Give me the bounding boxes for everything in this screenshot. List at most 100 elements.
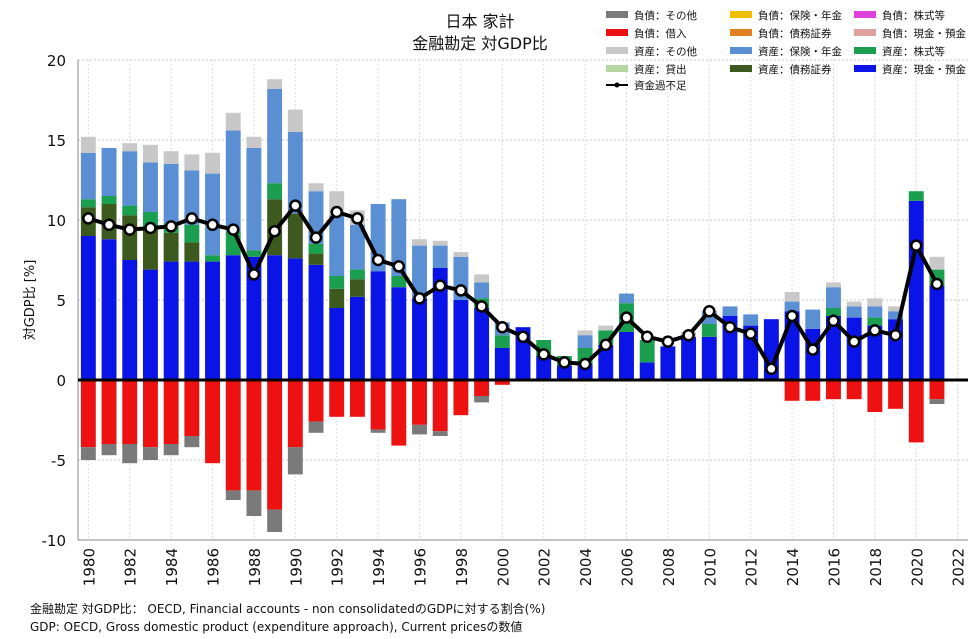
- bar-segment: [184, 242, 200, 262]
- y-tick-label: -5: [51, 452, 66, 470]
- bar-segment: [80, 236, 96, 380]
- bar-segment: [743, 314, 759, 326]
- x-tick-label: 1994: [370, 548, 388, 586]
- bar-segment: [308, 253, 324, 265]
- bar-segment: [101, 239, 117, 380]
- line-point: [640, 330, 654, 344]
- bar-segment: [453, 380, 469, 416]
- legend-label: 資産：保険・年金: [758, 45, 842, 58]
- y-axis-label: 対GDP比 [%]: [23, 260, 38, 341]
- bar-segment: [412, 380, 427, 425]
- bar-segment: [308, 183, 324, 192]
- bar-segment: [598, 344, 614, 380]
- bar-segment: [784, 292, 800, 302]
- bar-segment: [205, 255, 220, 262]
- bar-segment: [784, 380, 800, 401]
- legend-label: 負債：その他: [634, 9, 697, 22]
- line-point: [806, 343, 820, 356]
- bar-segment: [122, 205, 138, 216]
- x-tick-label: 1990: [287, 548, 305, 586]
- line-point: [930, 277, 944, 291]
- bar-segment: [163, 232, 179, 262]
- y-tick-label: 15: [47, 132, 66, 150]
- bar-segment: [908, 191, 924, 201]
- bar-segment: [846, 380, 862, 400]
- bar-segment: [619, 332, 634, 380]
- bar-segment: [867, 380, 883, 412]
- bar-segment: [287, 109, 303, 132]
- line-point: [785, 309, 799, 323]
- legend-line-marker: [614, 82, 620, 88]
- bar-segment: [122, 260, 138, 380]
- bar-segment: [349, 269, 365, 280]
- bar-segment: [225, 130, 241, 232]
- bar-segment: [163, 261, 179, 380]
- bar-segment: [701, 324, 717, 337]
- line-point: [206, 218, 219, 232]
- line-point: [371, 253, 385, 267]
- legend-label: 資金過不足: [634, 79, 687, 92]
- bar-segment: [412, 424, 427, 435]
- line-point: [309, 231, 323, 244]
- line-point: [164, 220, 178, 233]
- line-point: [537, 348, 550, 361]
- line-point: [599, 338, 613, 352]
- x-tick-label: 1986: [205, 548, 223, 586]
- legend-swatch: [606, 29, 628, 36]
- y-tick-label: 10: [47, 212, 66, 230]
- line-point: [661, 335, 675, 348]
- bar-segment: [536, 356, 552, 380]
- line-point: [82, 212, 95, 225]
- x-tick-label: 2020: [908, 548, 926, 586]
- x-tick-label: 1980: [80, 548, 98, 586]
- x-tick-label: 1988: [246, 548, 264, 586]
- line-point: [765, 362, 778, 376]
- bar-segment: [826, 287, 841, 308]
- bar-segment: [329, 380, 345, 417]
- line-point: [268, 224, 281, 238]
- bar-segment: [577, 335, 593, 348]
- bar-segment: [556, 365, 572, 380]
- legend-swatch: [730, 11, 752, 18]
- bar-segment: [929, 285, 945, 380]
- bar-segment: [598, 325, 614, 331]
- bar-segment: [267, 380, 283, 510]
- bar-segment: [80, 136, 96, 153]
- x-tick-label: 2014: [784, 548, 802, 586]
- bar-segment: [329, 308, 345, 380]
- bar-segment: [80, 447, 96, 460]
- bar-segment: [349, 279, 365, 297]
- line-point: [558, 356, 571, 369]
- bar-segment: [577, 330, 593, 336]
- bar-segment: [246, 250, 262, 257]
- bar-segment: [267, 79, 283, 89]
- bar-segment: [80, 199, 96, 208]
- legend-label: 資産：その他: [634, 45, 697, 58]
- x-tick-label: 1992: [329, 548, 347, 586]
- bar-segment: [142, 380, 158, 448]
- bar-segment: [826, 308, 841, 316]
- legend-swatch: [606, 65, 628, 72]
- bar-segment: [432, 268, 448, 380]
- bar-segment: [391, 380, 407, 446]
- bar-segment: [349, 296, 365, 380]
- line-point: [247, 268, 261, 281]
- bar-segment: [329, 288, 345, 308]
- bar-segment: [494, 335, 510, 348]
- bar-segment: [805, 380, 821, 401]
- bar-segment: [846, 301, 862, 307]
- bar-segment: [370, 380, 386, 430]
- bar-segment: [888, 380, 904, 409]
- bar-segment: [474, 282, 490, 299]
- x-tick-label: 2004: [577, 548, 595, 586]
- bar-segment: [432, 380, 448, 432]
- bar-segment: [246, 148, 262, 251]
- bar-segment: [846, 306, 862, 318]
- bar-segment: [474, 308, 490, 380]
- bar-segment: [184, 436, 200, 448]
- line-point: [827, 314, 840, 328]
- bar-segment: [163, 380, 179, 444]
- bar-segment: [639, 340, 655, 363]
- bar-segment: [101, 380, 117, 444]
- bar-segment: [122, 215, 138, 260]
